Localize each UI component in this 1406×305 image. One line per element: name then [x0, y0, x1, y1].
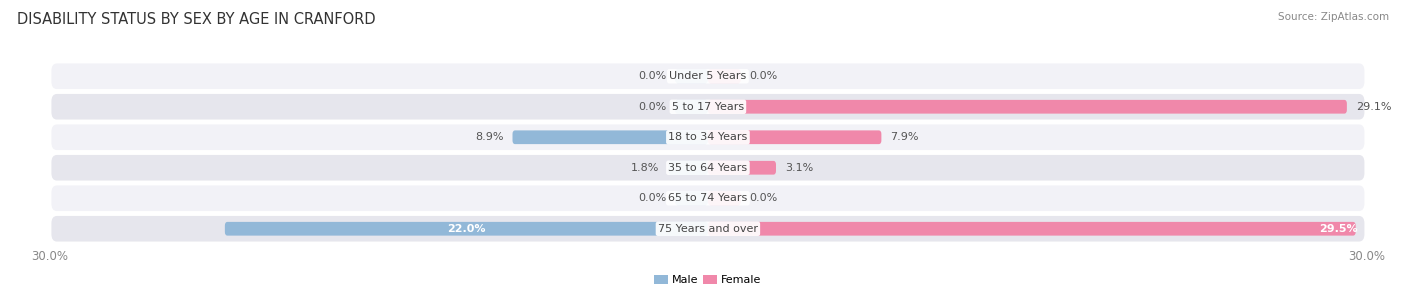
Text: 29.1%: 29.1%: [1355, 102, 1391, 112]
FancyBboxPatch shape: [52, 124, 1364, 150]
FancyBboxPatch shape: [513, 131, 709, 144]
Text: 0.0%: 0.0%: [638, 71, 666, 81]
Text: 1.8%: 1.8%: [631, 163, 659, 173]
FancyBboxPatch shape: [52, 216, 1364, 242]
FancyBboxPatch shape: [709, 192, 741, 205]
Text: 8.9%: 8.9%: [475, 132, 503, 142]
FancyBboxPatch shape: [675, 100, 709, 114]
Text: 0.0%: 0.0%: [638, 102, 666, 112]
Text: 0.0%: 0.0%: [749, 193, 778, 203]
FancyBboxPatch shape: [52, 155, 1364, 181]
Text: 3.1%: 3.1%: [785, 163, 813, 173]
FancyBboxPatch shape: [52, 63, 1364, 89]
FancyBboxPatch shape: [709, 222, 1355, 236]
Text: 0.0%: 0.0%: [638, 193, 666, 203]
Text: 7.9%: 7.9%: [890, 132, 918, 142]
Legend: Male, Female: Male, Female: [650, 271, 766, 290]
Text: Source: ZipAtlas.com: Source: ZipAtlas.com: [1278, 12, 1389, 22]
Text: DISABILITY STATUS BY SEX BY AGE IN CRANFORD: DISABILITY STATUS BY SEX BY AGE IN CRANF…: [17, 12, 375, 27]
Text: 18 to 34 Years: 18 to 34 Years: [668, 132, 748, 142]
Text: 22.0%: 22.0%: [447, 224, 485, 234]
FancyBboxPatch shape: [709, 131, 882, 144]
Text: 75 Years and over: 75 Years and over: [658, 224, 758, 234]
FancyBboxPatch shape: [668, 161, 709, 174]
FancyBboxPatch shape: [709, 161, 776, 174]
Text: 5 to 17 Years: 5 to 17 Years: [672, 102, 744, 112]
Text: Under 5 Years: Under 5 Years: [669, 71, 747, 81]
Text: 65 to 74 Years: 65 to 74 Years: [668, 193, 748, 203]
FancyBboxPatch shape: [709, 100, 1347, 114]
Text: 35 to 64 Years: 35 to 64 Years: [668, 163, 748, 173]
FancyBboxPatch shape: [709, 69, 741, 83]
FancyBboxPatch shape: [52, 94, 1364, 120]
FancyBboxPatch shape: [52, 185, 1364, 211]
Text: 29.5%: 29.5%: [1319, 224, 1357, 234]
FancyBboxPatch shape: [225, 222, 709, 236]
Text: 0.0%: 0.0%: [749, 71, 778, 81]
FancyBboxPatch shape: [675, 69, 709, 83]
FancyBboxPatch shape: [675, 192, 709, 205]
